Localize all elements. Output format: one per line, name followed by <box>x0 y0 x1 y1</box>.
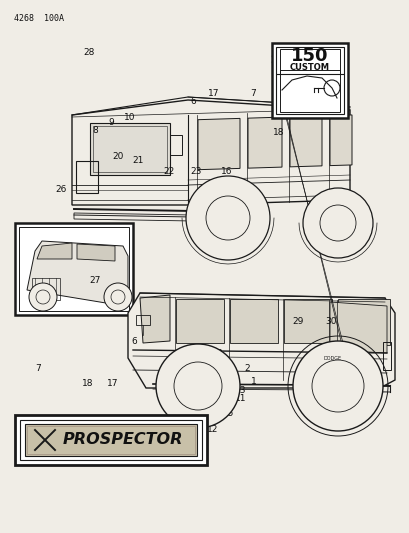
Text: 8: 8 <box>92 126 98 134</box>
Text: 10: 10 <box>124 114 135 122</box>
Text: 13: 13 <box>234 386 245 395</box>
Text: DODGE: DODGE <box>323 356 341 361</box>
Text: 15: 15 <box>164 438 175 447</box>
Circle shape <box>104 283 132 311</box>
Circle shape <box>302 188 372 258</box>
Bar <box>25 424 196 456</box>
Text: 23: 23 <box>190 167 202 176</box>
Text: 25: 25 <box>221 409 233 418</box>
Text: CUSTOM: CUSTOM <box>289 63 329 72</box>
Text: 14: 14 <box>186 433 197 442</box>
Text: 6: 6 <box>131 337 137 345</box>
Polygon shape <box>77 244 115 261</box>
Circle shape <box>292 341 382 431</box>
Text: 3: 3 <box>216 350 221 358</box>
Polygon shape <box>72 100 349 205</box>
Bar <box>93 126 166 172</box>
Bar <box>170 135 182 155</box>
Text: 2: 2 <box>244 365 250 373</box>
Text: 7: 7 <box>250 90 256 98</box>
Bar <box>175 299 223 343</box>
Bar <box>90 123 170 175</box>
Polygon shape <box>27 241 128 305</box>
Bar <box>27 426 195 454</box>
Polygon shape <box>329 302 386 353</box>
Bar <box>19 227 129 311</box>
Bar <box>229 299 277 343</box>
Polygon shape <box>37 243 72 259</box>
Text: 11: 11 <box>234 394 245 403</box>
Text: 12: 12 <box>206 425 218 433</box>
Bar <box>76 161 98 193</box>
Bar <box>136 315 150 325</box>
Bar <box>283 299 331 343</box>
Bar <box>32 278 60 300</box>
Bar <box>271 43 347 118</box>
Text: 16: 16 <box>220 167 231 176</box>
Bar <box>337 299 389 345</box>
Text: 150: 150 <box>290 47 328 65</box>
Circle shape <box>155 344 239 428</box>
Text: 18: 18 <box>272 128 284 136</box>
Bar <box>279 70 339 112</box>
Polygon shape <box>128 293 394 388</box>
Polygon shape <box>247 117 281 168</box>
Text: 17: 17 <box>208 90 219 98</box>
Polygon shape <box>329 115 351 166</box>
Text: 4: 4 <box>207 349 212 357</box>
Polygon shape <box>139 295 170 343</box>
Text: 18: 18 <box>82 379 93 388</box>
Circle shape <box>29 283 57 311</box>
Text: 24: 24 <box>312 88 324 97</box>
Text: 16: 16 <box>131 438 143 447</box>
Bar <box>275 47 343 114</box>
Bar <box>15 415 207 465</box>
Text: 20: 20 <box>112 152 123 160</box>
Text: 6: 6 <box>190 97 196 106</box>
Bar <box>20 420 202 460</box>
Polygon shape <box>198 118 239 169</box>
Text: 7: 7 <box>35 365 40 373</box>
Text: 27: 27 <box>89 276 101 285</box>
Text: 19: 19 <box>66 431 77 439</box>
Text: 4268  100A: 4268 100A <box>14 14 64 23</box>
Bar <box>382 342 390 370</box>
Text: 9: 9 <box>108 118 114 127</box>
Bar <box>15 223 133 315</box>
Text: 22: 22 <box>163 167 175 176</box>
Text: 30: 30 <box>325 317 336 326</box>
Text: 28: 28 <box>83 49 95 57</box>
Text: PROSPECTOR: PROSPECTOR <box>63 432 183 448</box>
Text: 21: 21 <box>132 157 143 165</box>
Text: 26: 26 <box>55 185 66 193</box>
Circle shape <box>186 176 270 260</box>
Text: 1: 1 <box>251 377 256 386</box>
Polygon shape <box>289 116 321 167</box>
Text: 5: 5 <box>186 350 192 358</box>
Text: 29: 29 <box>292 317 303 326</box>
Bar <box>279 49 339 74</box>
Text: 17: 17 <box>107 379 118 388</box>
